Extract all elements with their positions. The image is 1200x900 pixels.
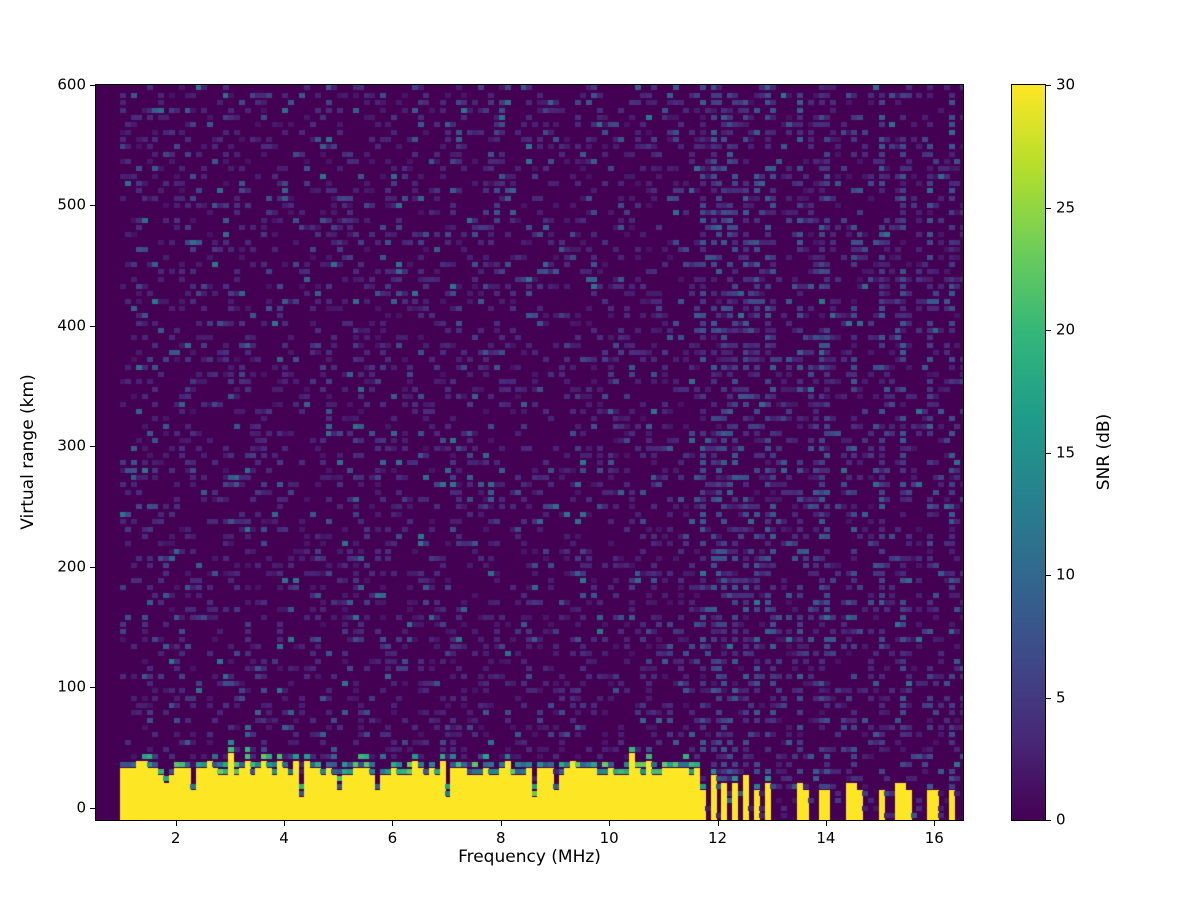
y-tick-mark [90, 687, 95, 689]
colorbar-label: SNR (dB) [1094, 413, 1114, 491]
x-tick-mark [934, 821, 936, 826]
x-tick-mark [175, 821, 177, 826]
heatmap-canvas [96, 85, 963, 820]
colorbar-tick-label: 15 [1056, 443, 1076, 462]
colorbar-tick-mark [1046, 207, 1051, 209]
colorbar-tick-mark [1046, 575, 1051, 576]
colorbar-tick-mark [1046, 452, 1051, 454]
y-tick-mark [90, 325, 95, 327]
x-tick-label: 16 [924, 829, 944, 847]
x-tick-mark [609, 821, 611, 826]
colorbar [1012, 85, 1045, 820]
x-tick-mark [392, 821, 394, 826]
colorbar-tick-label: 0 [1056, 810, 1066, 829]
x-tick-label: 14 [816, 829, 836, 847]
colorbar-tick-mark [1046, 697, 1051, 699]
x-tick-label: 6 [387, 829, 398, 847]
x-tick-label: 2 [170, 829, 181, 847]
colorbar-tick-label: 30 [1056, 75, 1076, 94]
y-tick-mark [90, 205, 95, 207]
y-tick-label: 100 [57, 678, 86, 697]
colorbar-tick-label: 5 [1056, 688, 1066, 707]
y-tick-label: 600 [57, 75, 86, 94]
y-tick-label: 0 [76, 798, 86, 817]
y-tick-mark [90, 566, 95, 568]
y-tick-mark [90, 446, 95, 448]
x-tick-mark [284, 821, 286, 826]
colorbar-tick-label: 20 [1056, 320, 1076, 339]
y-tick-mark [90, 85, 95, 86]
colorbar-tick-label: 25 [1056, 198, 1076, 217]
colorbar-canvas [1012, 85, 1045, 820]
x-tick-mark [717, 821, 719, 826]
x-tick-mark [825, 821, 827, 826]
x-tick-label: 8 [495, 829, 506, 847]
colorbar-tick-mark [1046, 85, 1051, 86]
y-tick-mark [90, 807, 95, 809]
y-tick-label: 200 [57, 557, 86, 576]
y-tick-label: 300 [57, 437, 86, 456]
colorbar-tick-label: 10 [1056, 565, 1076, 584]
x-tick-mark [500, 821, 502, 826]
heatmap-plot-area [96, 85, 963, 820]
colorbar-tick-mark [1046, 820, 1051, 821]
colorbar-tick-mark [1046, 330, 1051, 331]
y-tick-label: 400 [57, 316, 86, 335]
x-axis-label: Frequency (MHz) [458, 847, 601, 867]
x-tick-label: 12 [707, 829, 728, 847]
x-tick-label: 10 [599, 829, 619, 847]
y-tick-label: 500 [57, 196, 86, 215]
x-tick-label: 4 [279, 829, 289, 847]
